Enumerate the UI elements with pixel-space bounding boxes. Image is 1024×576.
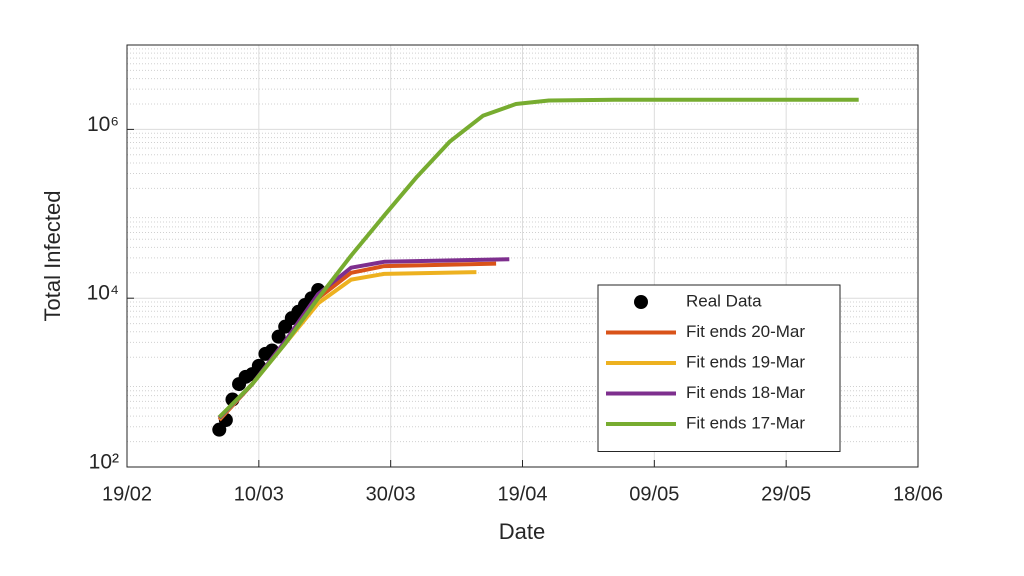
legend-marker: [634, 295, 648, 309]
legend-label: Fit ends 19-Mar: [686, 352, 805, 371]
x-tick-label: 10/03: [234, 483, 284, 505]
fit-line: [217, 261, 497, 422]
data-point: [271, 329, 286, 344]
x-tick-label: 19/02: [102, 483, 152, 505]
legend-label: Fit ends 17-Mar: [686, 413, 805, 432]
legend-label: Fit ends 18-Mar: [686, 383, 805, 402]
y-tick-label: 10⁶: [87, 113, 119, 136]
legend-label: Fit ends 20-Mar: [686, 322, 805, 341]
x-axis-label: Date: [499, 519, 545, 544]
legend-label: Real Data: [686, 291, 762, 310]
x-tick-label: 19/04: [497, 483, 547, 505]
y-tick-label: 10²: [89, 451, 119, 474]
x-tick-label: 18/06: [893, 483, 943, 505]
fit-line: [217, 270, 477, 421]
y-axis-label: Total Infected: [40, 191, 65, 322]
plot-frame: [126, 44, 919, 468]
y-tick-label: 10⁴: [87, 282, 119, 305]
fit-line: [217, 257, 510, 420]
x-tick-label: 09/05: [629, 483, 679, 505]
x-tick-label: 30/03: [366, 483, 416, 505]
x-tick-label: 29/05: [761, 483, 811, 505]
fit-line: [217, 97, 859, 419]
